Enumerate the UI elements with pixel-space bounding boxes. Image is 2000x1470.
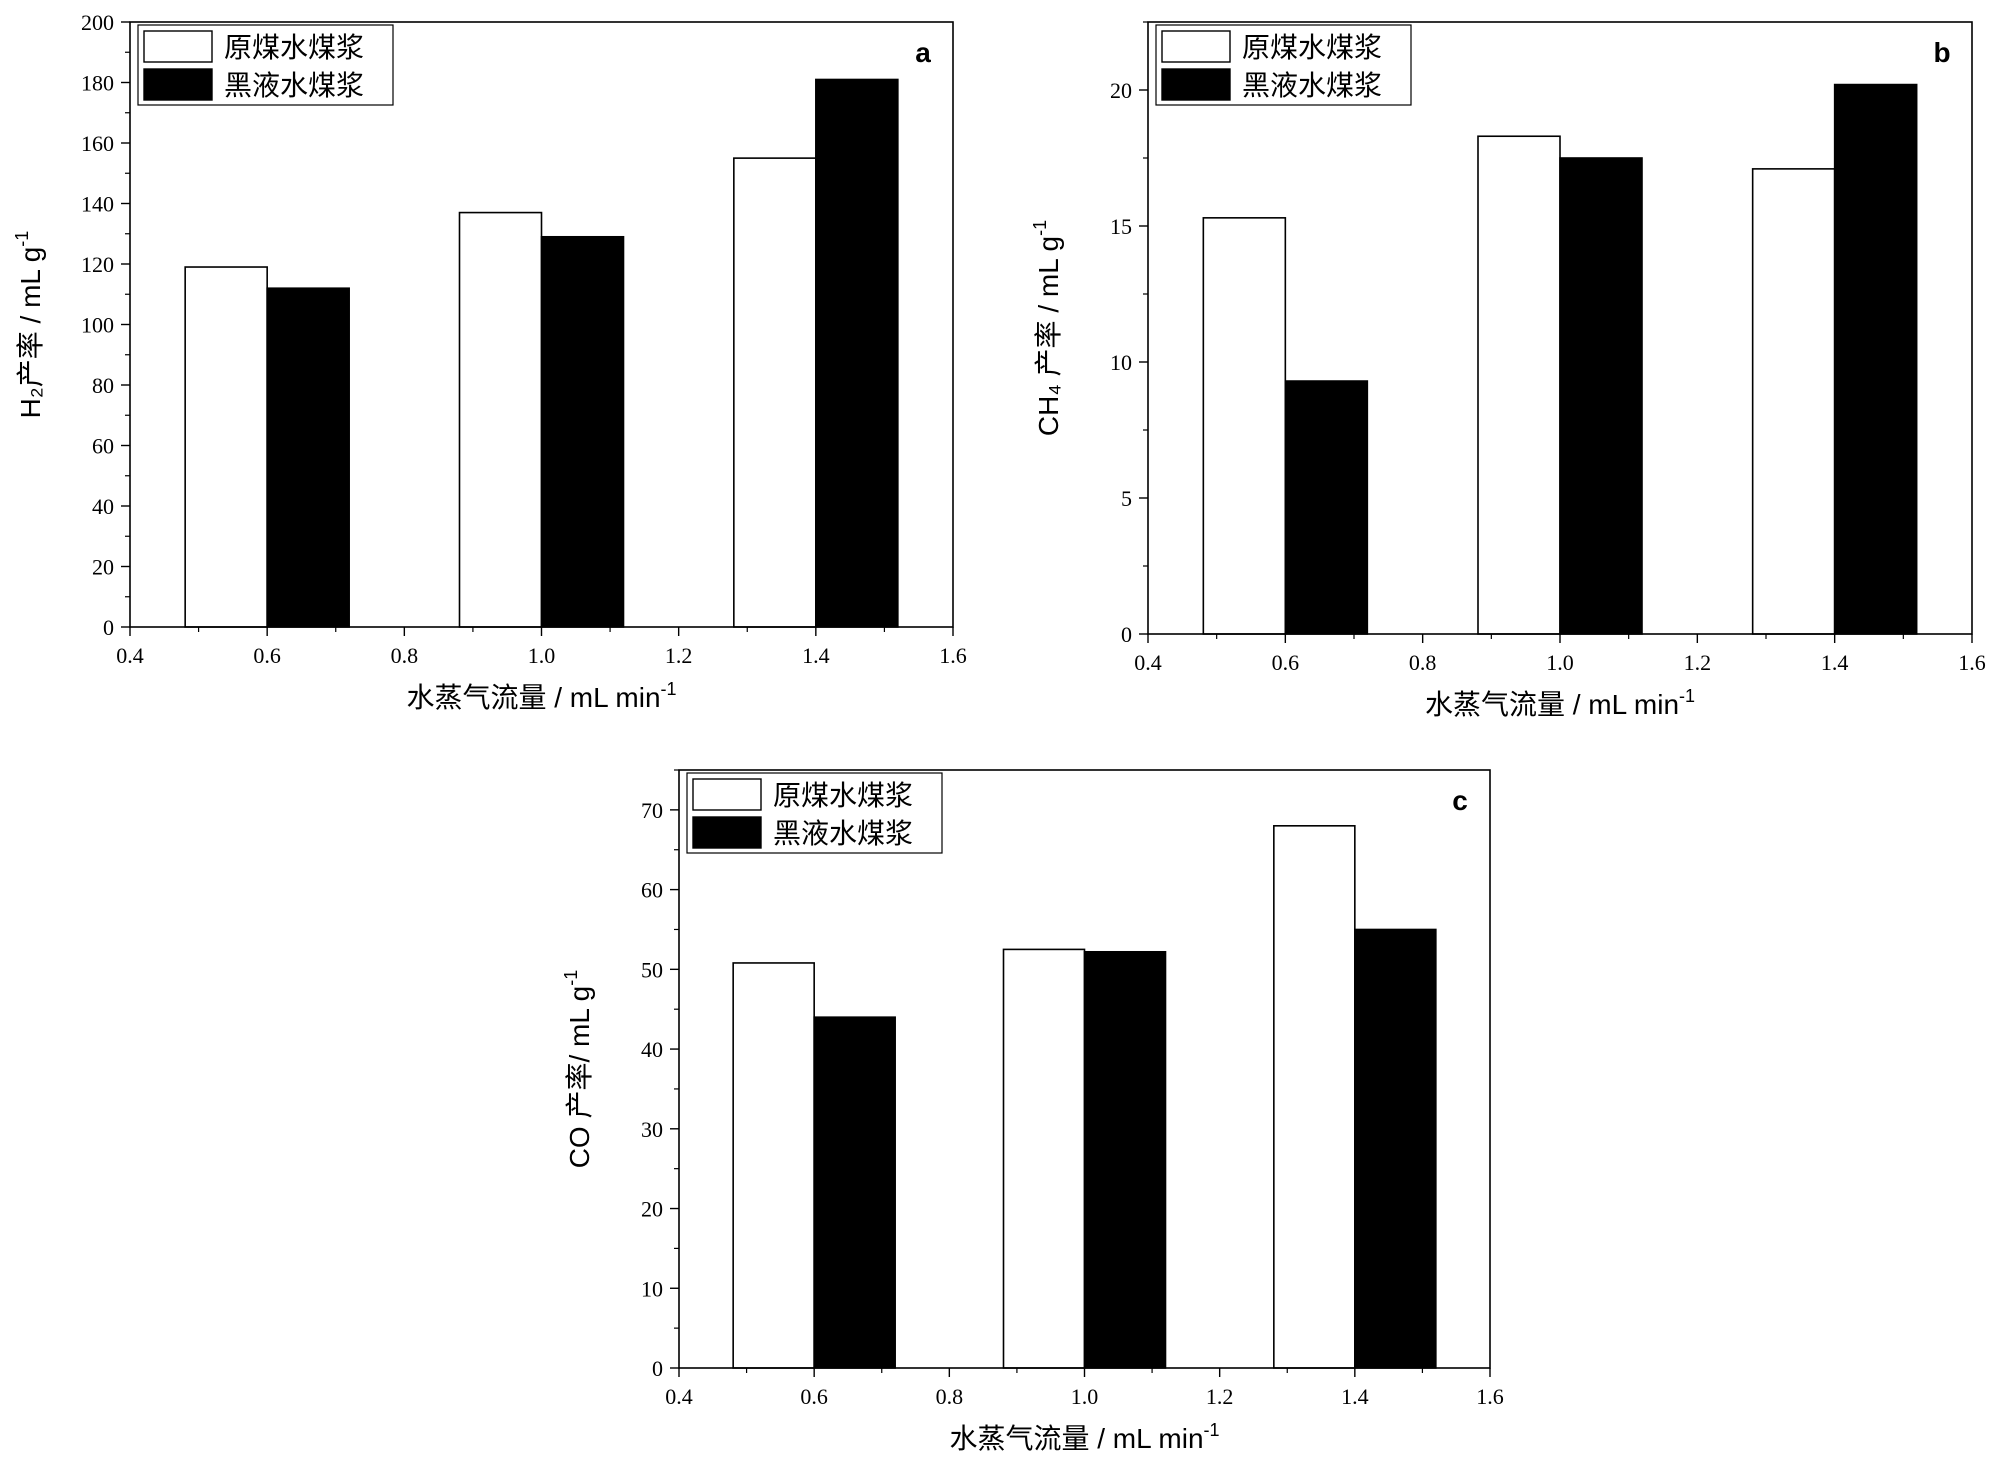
bar-raw-1 <box>458 211 543 628</box>
x-tick-label: 1.6 <box>939 643 967 668</box>
bar-raw-2 <box>1273 825 1356 1369</box>
y-tick-label: 15 <box>1110 214 1132 239</box>
x-tick-label: 1.0 <box>1071 1384 1099 1409</box>
y-tick-label: 20 <box>1110 78 1132 103</box>
panel-label: b <box>1933 37 1950 68</box>
x-tick-label: 1.2 <box>1684 650 1712 675</box>
y-tick-label: 120 <box>81 252 114 277</box>
bar-black-0 <box>266 287 350 628</box>
legend-label-1: 黑液水煤浆 <box>224 69 364 102</box>
x-tick-label: 0.6 <box>800 1384 828 1409</box>
x-tick-label: 1.0 <box>1546 650 1574 675</box>
x-tick-label: 1.4 <box>802 643 830 668</box>
x-tick-label: 0.8 <box>1409 650 1437 675</box>
bar-raw-0 <box>184 266 268 628</box>
legend-swatch-1 <box>143 68 213 101</box>
y-tick-label: 140 <box>81 192 114 217</box>
y-axis-label: H₂产率 / mL g-1 <box>12 231 46 419</box>
legend-swatch-1 <box>1161 68 1231 101</box>
y-tick-label: 10 <box>641 1276 663 1301</box>
bar-black-2 <box>1354 928 1437 1369</box>
chart-panel-c: 0.4 0.6 0.8 1.0 1.2 1.4 1.6 0 10 20 30 40 50 60 70 c 原煤水… <box>561 769 1504 1454</box>
legend-swatch-0 <box>692 778 762 811</box>
y-tick-label: 40 <box>641 1037 663 1062</box>
x-tick-label: 1.2 <box>665 643 693 668</box>
y-tick-label: 10 <box>1110 350 1132 375</box>
bar-raw-0 <box>1202 217 1287 635</box>
y-tick-label: 200 <box>81 10 114 35</box>
x-tick-label: 0.8 <box>391 643 419 668</box>
x-axis-label: 水蒸气流量 / mL min-1 <box>949 1420 1219 1454</box>
bar-raw-0 <box>732 962 815 1369</box>
x-axis-label: 水蒸气流量 / mL min-1 <box>1425 686 1695 720</box>
x-tick-label: 0.6 <box>253 643 281 668</box>
x-tick-label: 0.8 <box>936 1384 964 1409</box>
x-tick-label: 1.6 <box>1476 1384 1504 1409</box>
y-tick-label: 30 <box>641 1117 663 1142</box>
bar-raw-2 <box>1751 168 1836 635</box>
legend-label-1: 黑液水煤浆 <box>773 817 913 850</box>
bar-black-1 <box>1083 950 1167 1369</box>
y-tick-label: 100 <box>81 313 114 338</box>
y-axis-label: CO 产率/ mL g-1 <box>561 970 595 1169</box>
bar-black-1 <box>540 235 625 628</box>
legend-label-0: 原煤水煤浆 <box>1242 31 1382 64</box>
x-tick-label: 1.0 <box>528 643 556 668</box>
bar-black-0 <box>813 1016 896 1369</box>
legend-label-0: 原煤水煤浆 <box>773 779 913 812</box>
legend-label-1: 黑液水煤浆 <box>1242 69 1382 102</box>
y-tick-label: 70 <box>641 798 663 823</box>
y-tick-label: 20 <box>92 555 114 580</box>
legend-swatch-0 <box>1161 30 1231 63</box>
y-tick-label: 180 <box>81 71 114 96</box>
x-tick-label: 0.4 <box>116 643 144 668</box>
bar-black-1 <box>1559 157 1643 635</box>
legend-label-0: 原煤水煤浆 <box>224 31 364 64</box>
x-tick-label: 1.4 <box>1341 1384 1369 1409</box>
bar-raw-1 <box>1477 135 1561 635</box>
chart-panel-b: 0.4 0.6 0.8 1.0 1.2 1.4 1.6 0 5 10 15 20 b 原煤水煤浆黑液水煤浆… <box>1030 21 1986 720</box>
x-tick-label: 0.4 <box>665 1384 693 1409</box>
x-tick-label: 0.6 <box>1272 650 1300 675</box>
y-tick-label: 0 <box>1121 622 1132 647</box>
bar-black-0 <box>1284 380 1369 635</box>
x-tick-label: 1.4 <box>1821 650 1849 675</box>
chart-panel-a: 0.4 0.6 0.8 1.0 1.2 1.4 1.6 0 20 40 60 80 100 120 140 1… <box>12 10 967 713</box>
y-tick-label: 80 <box>92 373 114 398</box>
bar-raw-1 <box>1002 948 1086 1369</box>
y-tick-label: 5 <box>1121 486 1132 511</box>
panel-label: c <box>1452 785 1468 816</box>
bar-raw-2 <box>733 157 817 628</box>
x-tick-label: 1.2 <box>1206 1384 1234 1409</box>
legend-swatch-0 <box>143 30 213 63</box>
y-tick-label: 160 <box>81 131 114 156</box>
panel-label: a <box>915 37 931 68</box>
x-tick-label: 0.4 <box>1134 650 1162 675</box>
y-axis-label: CH₄ 产率 / mL g-1 <box>1030 220 1064 436</box>
y-tick-label: 0 <box>103 615 114 640</box>
y-tick-label: 40 <box>92 494 114 519</box>
bar-black-2 <box>1833 83 1918 635</box>
y-tick-label: 50 <box>641 957 663 982</box>
y-tick-label: 60 <box>641 878 663 903</box>
x-tick-label: 1.6 <box>1958 650 1986 675</box>
y-tick-label: 20 <box>641 1197 663 1222</box>
y-tick-label: 60 <box>92 434 114 459</box>
y-tick-label: 0 <box>652 1356 663 1381</box>
legend-swatch-1 <box>692 816 762 849</box>
bar-black-2 <box>815 78 899 628</box>
x-axis-label: 水蒸气流量 / mL min-1 <box>406 679 676 713</box>
